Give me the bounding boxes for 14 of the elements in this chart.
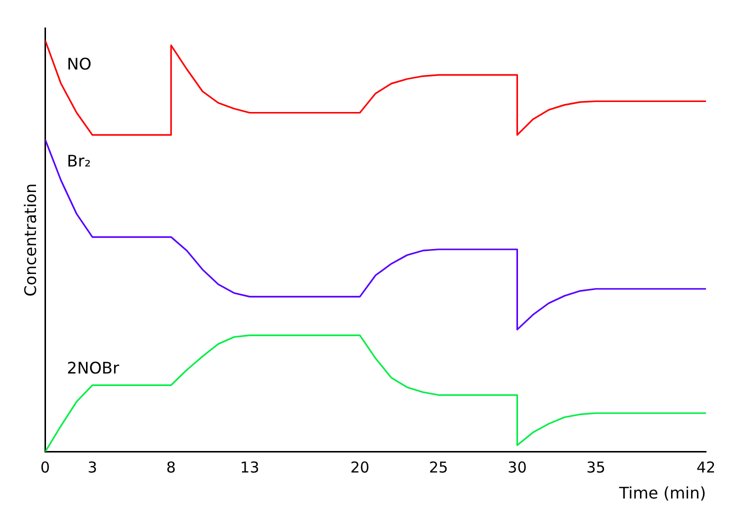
x-tick-label: 30 xyxy=(508,458,527,477)
x-tick-label: 8 xyxy=(166,458,176,477)
x-tick-label: 0 xyxy=(40,458,50,477)
y-axis-title: Concentration xyxy=(20,183,40,296)
x-tick-label: 13 xyxy=(240,458,260,477)
x-tick-label: 35 xyxy=(586,458,606,477)
series-label: 2NOBr xyxy=(66,358,120,378)
x-tick-label: 42 xyxy=(696,458,716,477)
x-tick-label: 20 xyxy=(350,458,370,477)
series-label: NO xyxy=(66,54,92,74)
x-tick-label: 3 xyxy=(88,458,98,477)
series-label: Br₂ xyxy=(66,151,91,170)
x-tick-label: 25 xyxy=(428,458,448,477)
x-axis-title: Time (min) xyxy=(618,484,706,503)
